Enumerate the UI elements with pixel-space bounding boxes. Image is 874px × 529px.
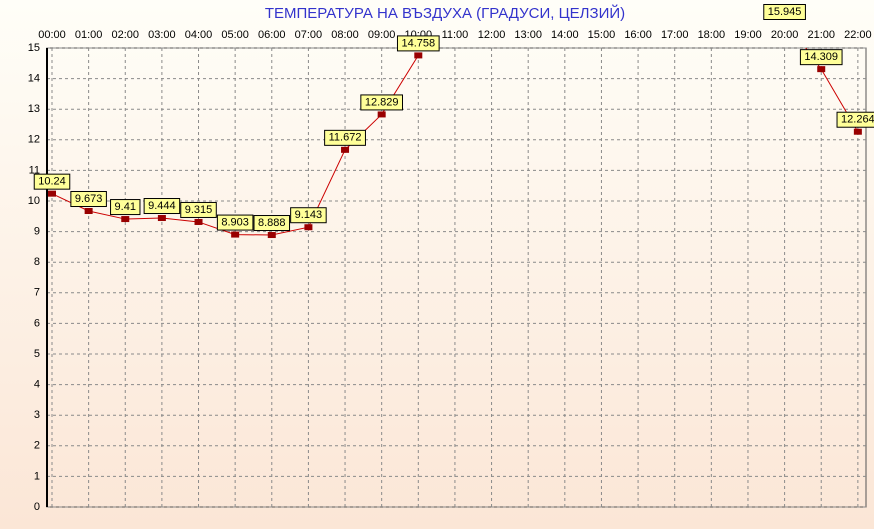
y-tick-label: 11 <box>29 164 40 176</box>
data-label-text: 15.945 <box>768 6 802 18</box>
data-label-box <box>396 35 440 52</box>
data-label-text: 11.672 <box>329 132 362 144</box>
x-tick-label: 13:00 <box>514 29 542 41</box>
marker <box>84 208 93 215</box>
y-tick-label: 5 <box>34 348 40 360</box>
x-tick-label: 09:00 <box>368 29 396 41</box>
y-tick-label: 3 <box>34 409 40 421</box>
marker <box>194 218 203 225</box>
data-label-box <box>290 207 327 224</box>
x-tick-label: 12:00 <box>478 29 506 41</box>
y-tick-label: 0 <box>34 501 40 513</box>
data-label-box <box>33 173 71 190</box>
data-label-box <box>70 191 107 208</box>
data-label: 9.673 <box>70 191 107 208</box>
marker <box>267 232 276 239</box>
data-label-box <box>253 215 291 232</box>
data-label: 14.309 <box>799 49 843 66</box>
data-label: 15.945 <box>763 4 806 20</box>
data-label: 11.672 <box>324 129 366 146</box>
x-tick-label: 07:00 <box>295 29 323 41</box>
y-tick-label: 9 <box>34 226 40 238</box>
marker <box>817 66 826 73</box>
data-label: 9.315 <box>180 201 217 218</box>
marker <box>377 111 386 118</box>
marker <box>341 146 350 153</box>
x-tick-label: 19:00 <box>734 29 762 41</box>
y-tick-label: 7 <box>34 287 40 299</box>
data-label-box <box>110 199 141 216</box>
data-label-box <box>799 49 843 66</box>
data-label-box <box>360 94 403 111</box>
labels: 10.24 9.673 9.41 9.444 9.315 8.903 8.888 9.143 1… <box>33 4 874 232</box>
data-label: 9.444 <box>143 198 181 215</box>
x-tick-label: 05:00 <box>221 29 249 41</box>
data-label-text: 9.41 <box>115 201 136 213</box>
marker <box>48 190 56 197</box>
data-label-text: 8.903 <box>221 216 249 228</box>
y-tick-label: 1 <box>34 470 40 482</box>
data-label-box <box>143 198 181 215</box>
y-tick-label: 15 <box>28 42 40 54</box>
marker <box>121 216 130 223</box>
data-label: 14.758 <box>396 35 440 52</box>
y-tick-label: 13 <box>28 103 40 115</box>
x-tick-label: 00:00 <box>38 29 66 41</box>
data-label-text: 8.888 <box>258 217 286 229</box>
data-label-text: 14.758 <box>401 37 435 49</box>
data-label: 9.41 <box>110 199 141 216</box>
x-tick-label: 16:00 <box>624 29 652 41</box>
data-label-text: 9.315 <box>185 204 213 216</box>
y-tick-label: 4 <box>34 379 40 391</box>
data-label: 9.143 <box>290 207 327 224</box>
data-label: 8.903 <box>216 214 254 231</box>
marker <box>414 52 423 59</box>
data-label-text: 10.24 <box>38 176 66 188</box>
x-tick-label: 04:00 <box>185 29 213 41</box>
x-tick-label: 21:00 <box>807 29 835 41</box>
data-label-box <box>324 129 366 146</box>
x-tick-label: 11:00 <box>442 29 469 41</box>
data-label: 8.888 <box>253 215 291 232</box>
y-tick-label: 12 <box>28 134 40 146</box>
y-tick-label: 8 <box>34 256 40 268</box>
data-label-text: 9.444 <box>148 200 176 212</box>
data-label-box <box>216 214 254 231</box>
data-label-text: 14.309 <box>804 51 838 63</box>
data-label-box <box>836 111 874 128</box>
marker <box>231 231 240 238</box>
x-tick-label: 14:00 <box>551 29 579 41</box>
y-tick-label: 2 <box>34 440 40 452</box>
x-tick-label: 17:00 <box>661 29 689 41</box>
data-label: 10.24 <box>33 173 71 190</box>
x-tick-label: 02:00 <box>111 29 139 41</box>
x-tick-label: 06:00 <box>258 29 286 41</box>
x-tick-label: 20:00 <box>771 29 799 41</box>
y-tick-label: 10 <box>28 195 40 207</box>
x-tick-label: 15:00 <box>588 29 616 41</box>
data-label-text: 9.673 <box>75 193 103 205</box>
x-tick-label: 18:00 <box>698 29 726 41</box>
data-label-text: 12.264 <box>841 114 874 126</box>
x-tick-label: 03:00 <box>148 29 176 41</box>
data-label-box <box>180 201 217 218</box>
chart-title: ТЕМПЕРАТУРА НА ВЪЗДУХА (ГРАДУСИ, ЦЕЛЗИЙ) <box>265 4 625 22</box>
y-tick-label: 6 <box>34 317 40 329</box>
y-tick-label: 14 <box>28 73 40 85</box>
marker <box>853 128 862 135</box>
x-tick-label: 01:00 <box>75 29 103 41</box>
x-tick-label: 22:00 <box>844 29 872 41</box>
data-label: 12.829 <box>360 94 403 111</box>
x-tick-label: 08:00 <box>331 29 359 41</box>
data-label-text: 12.829 <box>365 96 399 108</box>
data-label: 12.264 <box>836 111 874 128</box>
data-label-box <box>763 4 806 20</box>
data-label-text: 9.143 <box>295 209 323 221</box>
marker <box>304 224 313 231</box>
marker <box>157 215 166 222</box>
